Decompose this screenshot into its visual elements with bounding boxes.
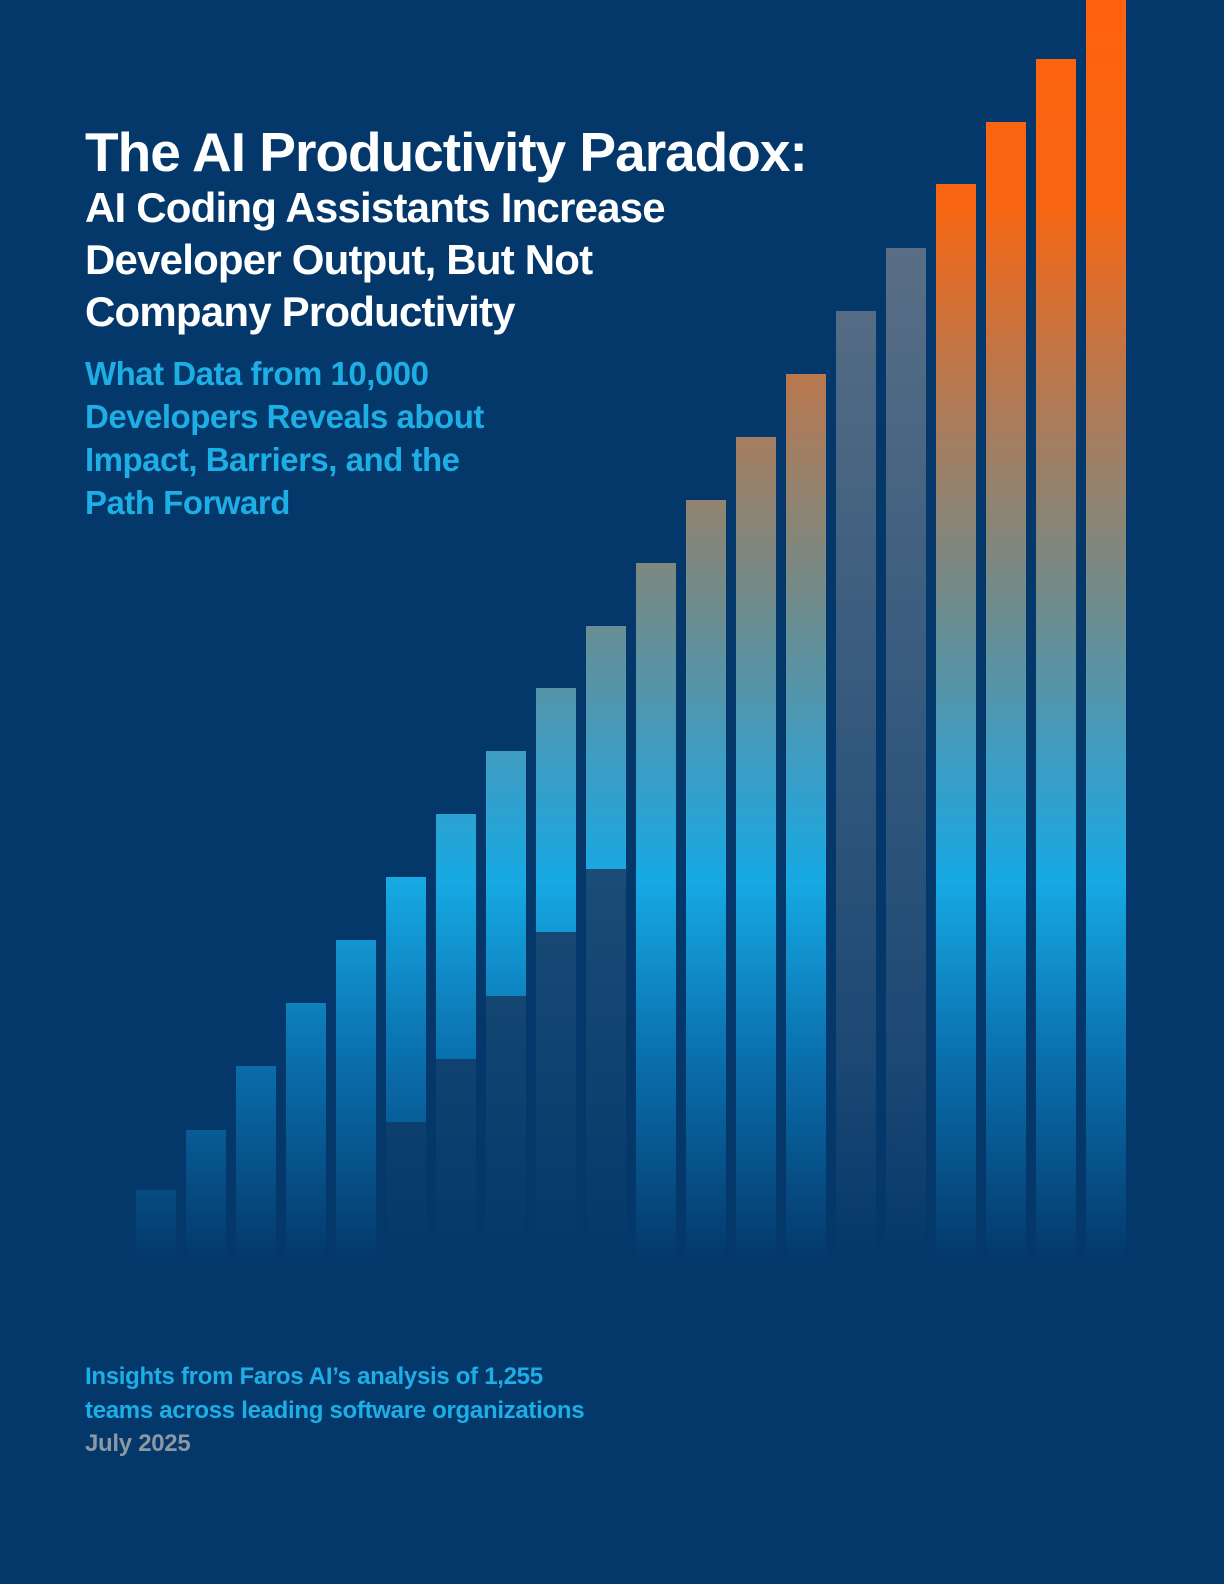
insights-line: Insights from Faros AI’s analysis of 1,2… <box>85 1363 543 1390</box>
subtitle-line: Company Productivity <box>85 288 516 335</box>
decorative-bar <box>286 1003 326 1262</box>
decorative-bar <box>236 1066 276 1262</box>
decorative-bar <box>1086 0 1126 1262</box>
decorative-bar <box>186 1130 226 1262</box>
tagline-line: What Data from 10,000 <box>85 355 429 392</box>
insights-note: Insights from Faros AI’s analysis of 1,2… <box>85 1360 585 1428</box>
bars-group <box>136 0 1126 1262</box>
decorative-bar <box>886 248 926 1262</box>
decorative-bar <box>736 437 776 1262</box>
report-title: The AI Productivity Paradox: <box>85 121 808 183</box>
tagline-line: Path Forward <box>85 484 290 521</box>
insights-line: teams across leading software organizati… <box>85 1397 585 1424</box>
report-subtitle: AI Coding Assistants Increase Developer … <box>85 182 666 338</box>
decorative-bar <box>936 184 976 1262</box>
decorative-bar <box>636 563 676 1262</box>
decorative-bar-shadow <box>536 932 576 1262</box>
decorative-bar <box>986 122 1026 1262</box>
decorative-bar-shadow <box>436 1059 476 1262</box>
decorative-bar <box>1036 59 1076 1262</box>
report-tagline: What Data from 10,000 Developers Reveals… <box>85 352 484 524</box>
subtitle-line: Developer Output, But Not <box>85 236 593 283</box>
publication-date: July 2025 <box>85 1430 191 1457</box>
decorative-bar-shadow <box>486 996 526 1262</box>
decorative-bar <box>686 500 726 1262</box>
tagline-line: Developers Reveals about <box>85 398 484 435</box>
decorative-bar <box>336 940 376 1262</box>
decorative-bar-shadow <box>586 869 626 1262</box>
tagline-line: Impact, Barriers, and the <box>85 441 460 478</box>
decorative-bar <box>786 374 826 1262</box>
decorative-bar <box>836 311 876 1262</box>
decorative-bar <box>136 1190 176 1262</box>
decorative-bar-shadow <box>386 1122 426 1262</box>
subtitle-line: AI Coding Assistants Increase <box>85 184 666 231</box>
